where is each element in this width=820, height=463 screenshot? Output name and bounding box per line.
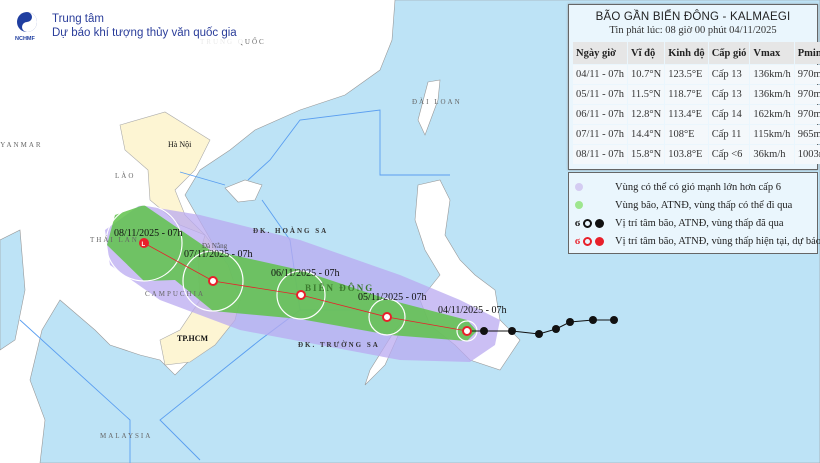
place-label: MYANMAR [0,141,43,149]
org-line1: Trung tâm [52,13,104,25]
panel-title: BÃO GẦN BIỂN ĐÔNG - KALMAEGI [595,11,791,23]
table-cell: Cấp 11 [708,125,750,144]
forecast-position-icons: ϭ [569,236,615,247]
table-cell: Cấp 14 [708,105,750,124]
past-positions [480,316,618,338]
track-label: 06/11/2025 - 07h [271,268,340,279]
track-label: 07/11/2025 - 07h [184,249,253,260]
org-line2: Dự báo khí tượng thủy văn quốc gia [52,27,237,39]
table-cell: 136km/h [750,85,794,104]
place-label: CAMPUCHIA [145,290,206,298]
header: NCHMF Trung tâm Dự báo khí tượng thủy vă… [10,8,243,44]
table-cell: 108°E [665,125,708,144]
table-cell: 162km/h [750,105,794,124]
past-position-icons: ϭ [569,218,615,229]
track-label: 04/11/2025 - 07h [438,305,507,316]
table-cell: 965mb [794,125,820,144]
forecast-positions: L [139,238,472,336]
hainan [224,179,263,203]
nchmf-logo: NCHMF [12,10,42,42]
storm-info-panel: BÃO GẦN BIỂN ĐÔNG - KALMAEGI Tin phát lú… [568,4,820,170]
table-cell: 07/11 - 07h [573,125,628,144]
table-cell: Cấp <6 [708,145,750,164]
table-cell: 06/11 - 07h [573,105,628,124]
place-label: ĐÀI LOAN [412,98,462,106]
storm-icon [382,312,392,322]
place-label: Hà Nội [168,140,192,149]
table-cell: 04/11 - 07h [573,65,628,84]
col-header: Vĩ độ [628,42,665,64]
table-cell: 36km/h [750,145,794,164]
col-header: Ngày giờ [573,42,628,64]
table-cell: 05/11 - 07h [573,85,628,104]
taiwan [417,79,441,136]
table-cell: 113.4°E [665,105,708,124]
storm-icon [296,290,306,300]
storm-icon [208,276,218,286]
table-cell: 970mb [794,65,820,84]
place-label: LÀO [115,172,136,180]
table-cell: 115km/h [750,125,794,144]
col-header: Cấp gió [708,42,750,64]
place-label: MALAYSIA [100,432,153,440]
legend-item: Vùng có thể có gió mạnh lớn hơn cấp 6 [569,179,781,195]
table-cell: 14.4°N [628,125,665,144]
low-pressure-icon [139,238,149,248]
table-cell: 10.7°N [628,65,665,84]
table-cell: 123.5°E [665,65,708,84]
table-cell: 103.8°E [665,145,708,164]
table-cell: 1003mb [794,145,820,164]
svg-text:NCHMF: NCHMF [15,36,35,42]
table-cell: 970mb [794,105,820,124]
track-label: 05/11/2025 - 07h [358,292,427,303]
wind-zone-swatch-icon [575,183,583,191]
legend-item: ϭ Vị trí tâm bão, ATNĐ, vùng thấp đã qua [569,215,784,231]
place-label: TP.HCM [177,334,209,343]
table-cell: 970mb [794,85,820,104]
map-legend: Vùng có thể có gió mạnh lớn hơn cấp 6 Vù… [568,172,820,254]
svg-text:L: L [142,242,146,248]
table-row: 06/11 - 07h 12.8°N 113.4°E Cấp 14 162km/h 970… [573,105,820,124]
place-label: BIỂN ĐÔNG [305,283,375,293]
track-label: 08/11/2025 - 07h [114,228,183,239]
table-cell: 08/11 - 07h [573,145,628,164]
place-label: ĐK. TRƯỜNG SA [298,341,380,349]
table-cell: 11.5°N [628,85,665,104]
legend-item: ϭ Vị trí tâm bão, ATNĐ, vùng thấp hiện t… [569,233,820,249]
table-cell: Cấp 13 [708,65,750,84]
issued-time: Tin phát lúc: 08 giờ 00 phút 04/11/2025 [609,25,777,36]
table-cell: 136km/h [750,65,794,84]
table-cell: Cấp 13 [708,85,750,104]
col-header: Vmax [750,42,794,64]
place-label: THÁI LAN [90,236,139,244]
sea-west [0,229,26,351]
storm-icon [462,326,472,336]
table-cell: 12.8°N [628,105,665,124]
table-cell: 15.8°N [628,145,665,164]
forecast-table: Ngày giờ Vĩ độ Kinh độ Cấp gió Vmax Pmin… [572,41,820,165]
col-header: Pmin [794,42,820,64]
table-cell: 118.7°E [665,85,708,104]
storm-zone-swatch-icon [575,201,583,209]
place-label: Đà Nẵng [202,242,228,250]
col-header: Kinh độ [665,42,708,64]
table-row: 05/11 - 07h 11.5°N 118.7°E Cấp 13 136km/h 970… [573,85,820,104]
legend-item: Vùng bão, ATNĐ, vùng thấp có thể đi qua [569,197,792,213]
place-label: ĐK. HOÀNG SA [253,227,329,235]
table-row: 08/11 - 07h 15.8°N 103.8°E Cấp <6 36km/h 1003… [573,145,820,164]
table-header: Ngày giờ Vĩ độ Kinh độ Cấp gió Vmax Pmin [573,42,820,64]
table-row: 04/11 - 07h 10.7°N 123.5°E Cấp 13 136km/h 970… [573,65,820,84]
